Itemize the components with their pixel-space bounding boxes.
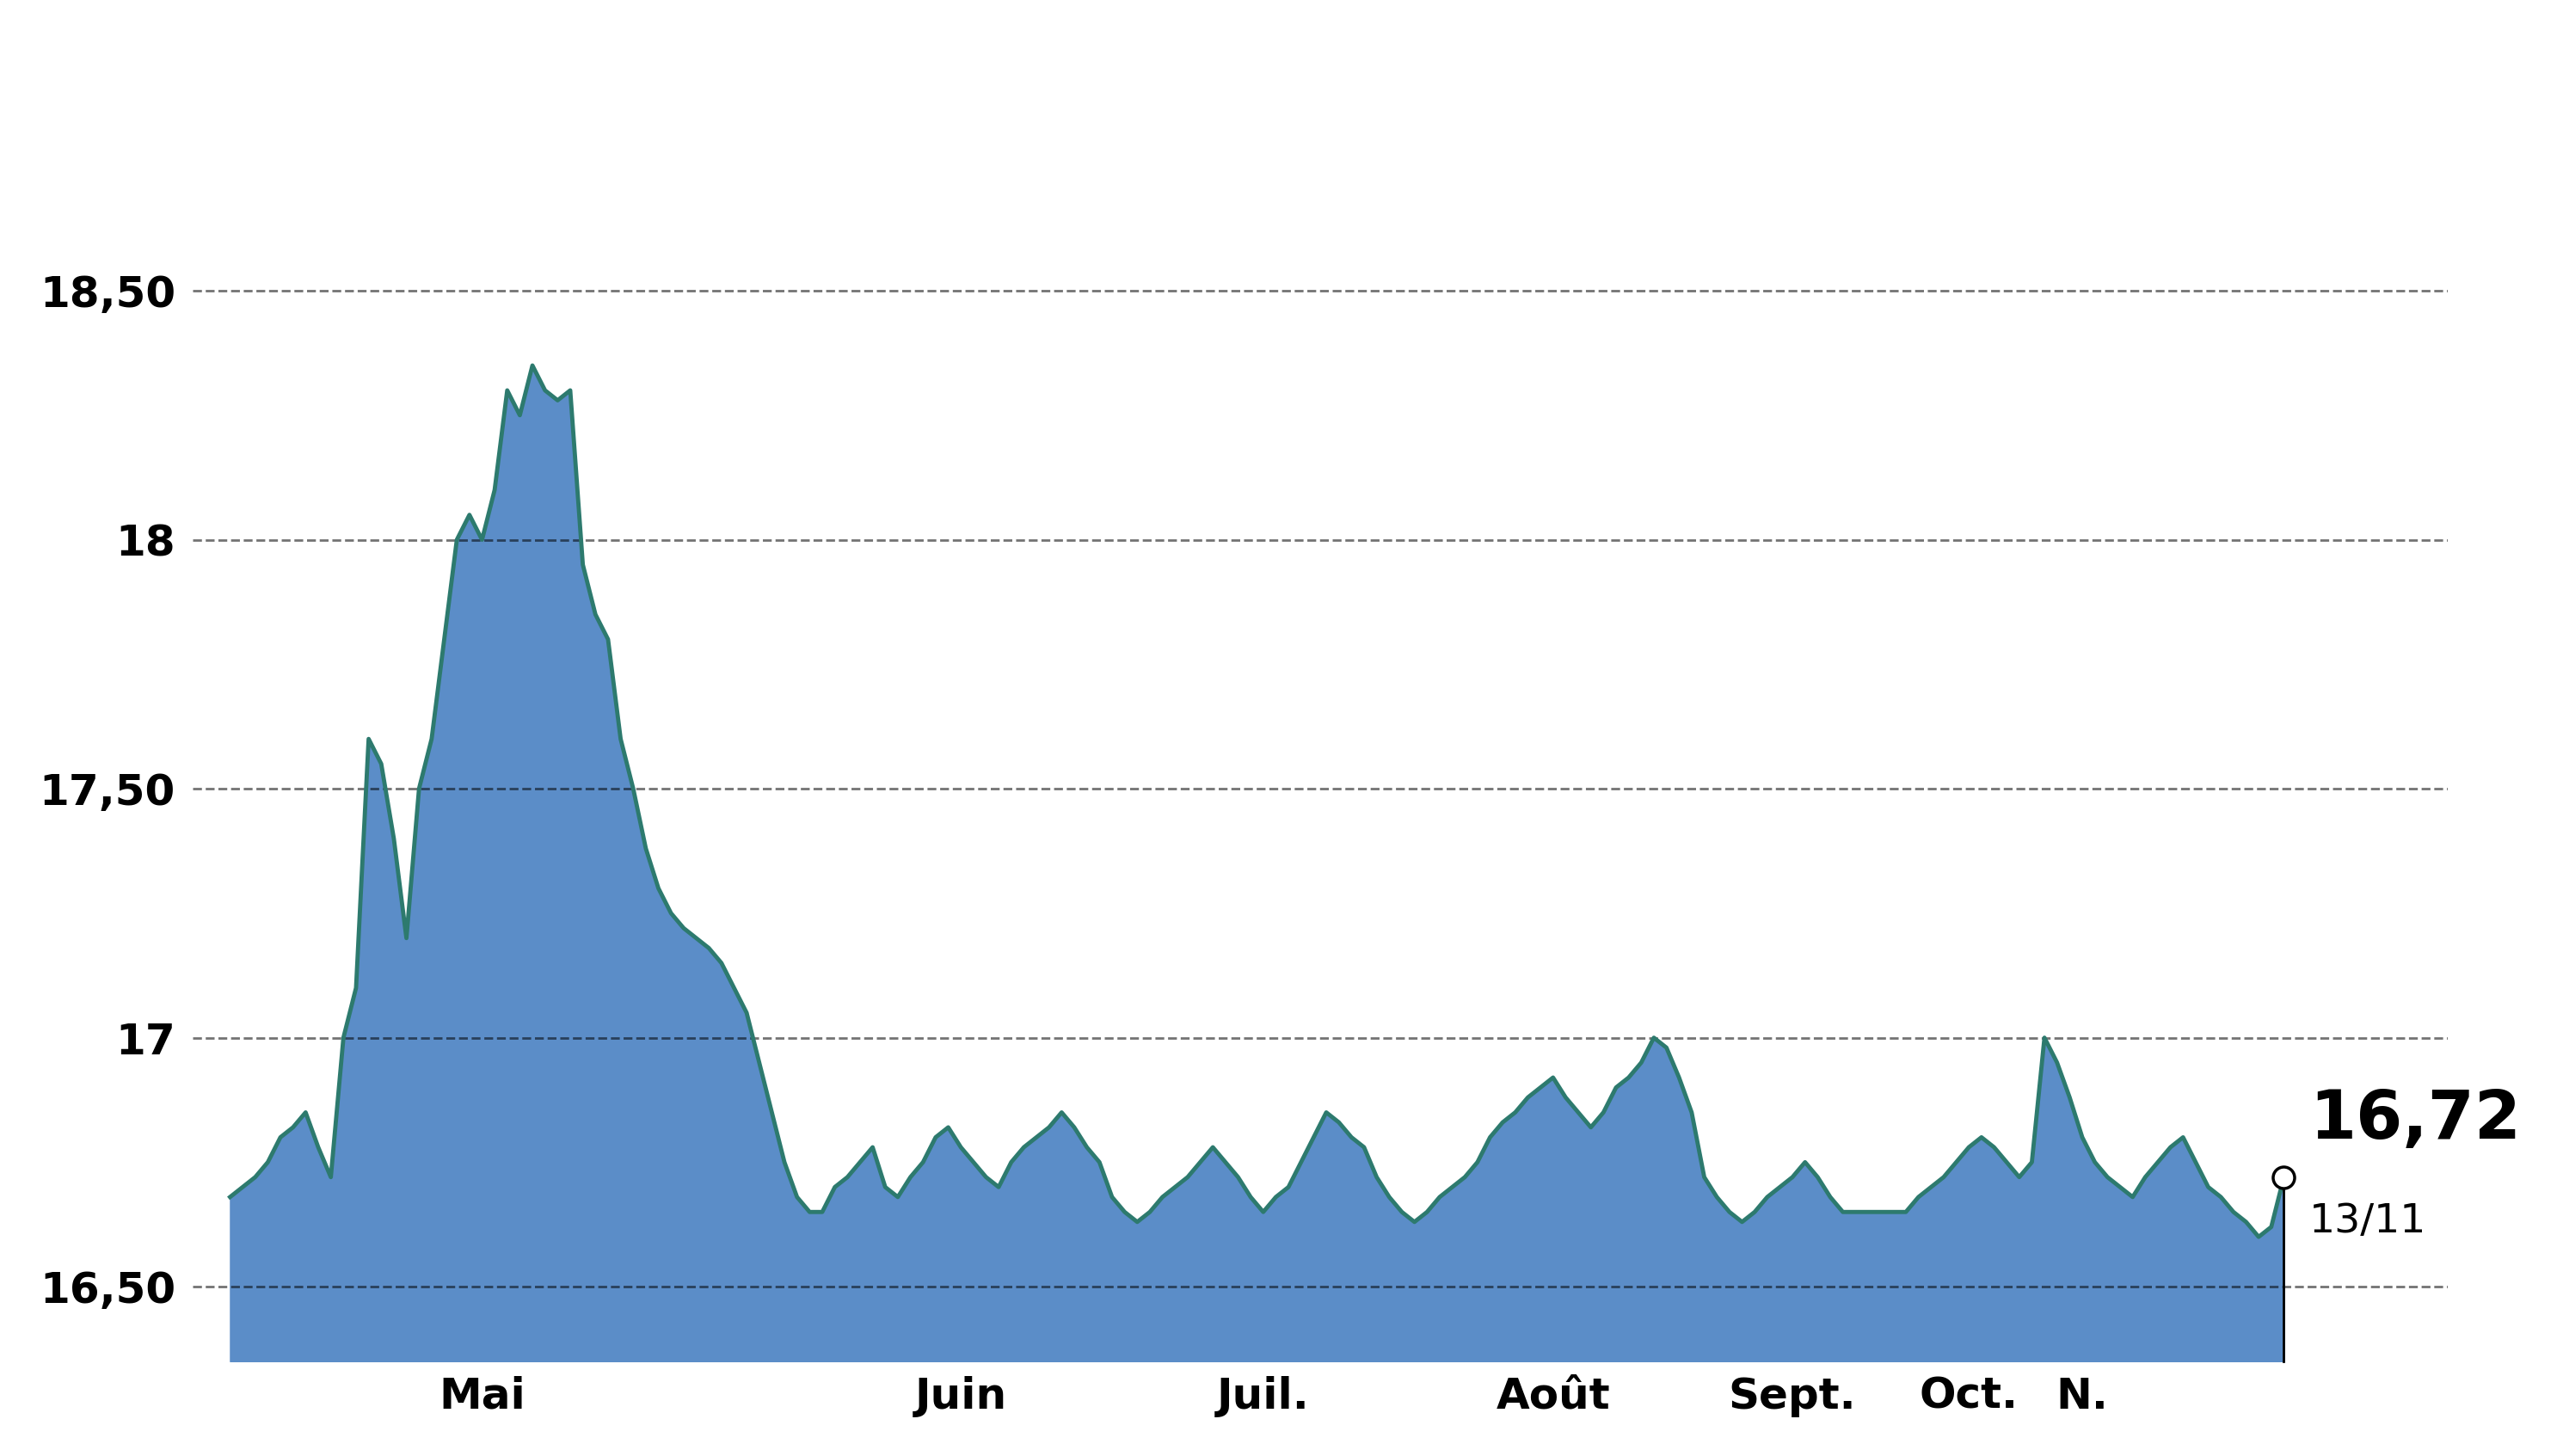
Text: Hamburger Hafen und Logistik AG: Hamburger Hafen und Logistik AG: [636, 31, 1927, 98]
Text: 16,72: 16,72: [2309, 1086, 2519, 1152]
Text: 13/11: 13/11: [2309, 1203, 2427, 1241]
